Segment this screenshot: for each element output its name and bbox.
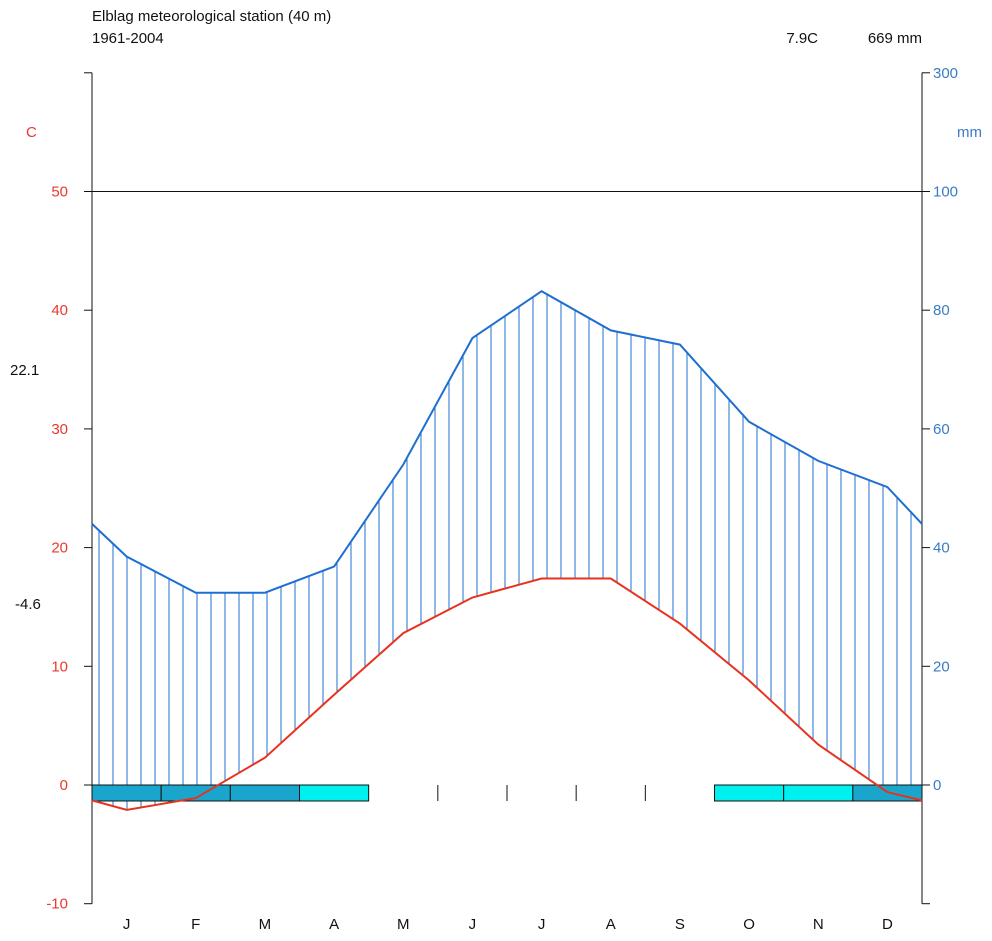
precip-tick-label: 80 [933,302,950,319]
precipitation-unit-label: mm [957,124,982,141]
precip-tick-label: 0 [933,777,941,794]
temperature-line [91,577,923,811]
axes [84,72,930,905]
mean-temperature-label: 7.9C [786,30,818,47]
temperature-unit-label: C [26,124,37,141]
series-lines [91,290,923,811]
month-label-7: J [538,916,546,933]
precip-tick-label: 300 [933,65,958,82]
frost-cell-3 [229,784,300,802]
month-label-2: F [191,916,200,933]
temp-tick-label: 50 [51,184,68,201]
month-label-5: M [397,916,410,933]
chart-subtitle: 1961-2004 [92,30,164,47]
temp-tick-label: 0 [60,777,68,794]
min-temperature-label: -4.6 [15,596,41,613]
max-temperature-label: 22.1 [10,362,39,379]
temp-tick-label: 20 [51,540,68,557]
annual-precipitation-label: 669 mm [868,30,922,47]
month-label-10: O [743,916,755,933]
precip-tick-label: 60 [933,421,950,438]
frost-cell-11 [783,784,854,802]
frost-cell-10 [714,784,785,802]
frost-cell-4 [299,784,370,802]
precip-tick-label: 100 [933,184,958,201]
month-label-3: M [259,916,272,933]
precip-tick-label: 20 [933,658,950,675]
temp-tick-label: -10 [46,896,68,913]
precipitation-hatching [98,294,912,810]
chart-title: Elblag meteorological station (40 m) [92,8,331,25]
temp-tick-label: 30 [51,421,68,438]
month-label-6: J [469,916,477,933]
temp-tick-label: 40 [51,302,68,319]
month-label-11: N [813,916,824,933]
month-label-1: J [123,916,131,933]
precip-tick-label: 40 [933,540,950,557]
month-label-12: D [882,916,893,933]
month-label-4: A [329,916,339,933]
temp-tick-label: 10 [51,658,68,675]
frost-cell-1 [91,784,162,802]
month-label-8: A [606,916,616,933]
precipitation-line [91,290,923,594]
tick-labels: -10 0 10 20 30 40 50 0 20 40 60 80 100 300 J F M A M J J A S O N… [46,65,958,933]
month-label-9: S [675,916,685,933]
frost-bar [91,784,923,802]
